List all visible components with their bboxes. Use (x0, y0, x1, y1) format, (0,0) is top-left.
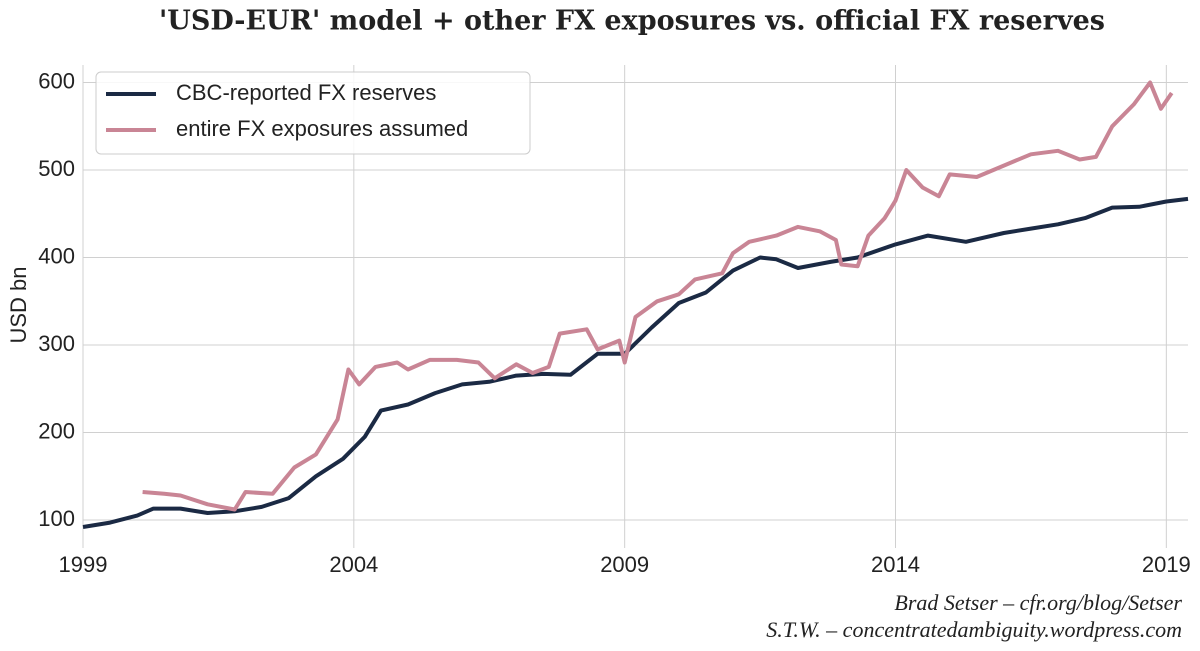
x-tick-label: 2019 (1142, 552, 1191, 577)
y-tick-label: 600 (38, 68, 75, 93)
legend-label: CBC-reported FX reserves (176, 80, 436, 105)
legend: CBC-reported FX reserves entire FX exposu… (95, 71, 531, 155)
x-tick-label: 2014 (871, 552, 920, 577)
x-tick-label: 2009 (600, 552, 649, 577)
y-tick-label: 300 (38, 331, 75, 356)
legend-label: entire FX exposures assumed (176, 116, 468, 141)
y-tick-label: 200 (38, 418, 75, 443)
credit: S.T.W. – concentratedambiguity.wordpress… (766, 617, 1182, 642)
chart-title: 'USD-EUR' model + other FX exposures vs.… (159, 6, 1105, 37)
y-tick-label: 400 (38, 243, 75, 268)
x-tick-label: 1999 (59, 552, 108, 577)
credit: Brad Setser – cfr.org/blog/Setser (894, 590, 1182, 615)
line (82, 196, 1189, 529)
y-axis-label: USD bn (6, 266, 31, 343)
legend-box (95, 71, 531, 155)
y-tick-label: 100 (38, 506, 75, 531)
y-tick-label: 500 (38, 156, 75, 181)
x-tick-label: 2004 (329, 552, 378, 577)
line (142, 80, 1174, 512)
